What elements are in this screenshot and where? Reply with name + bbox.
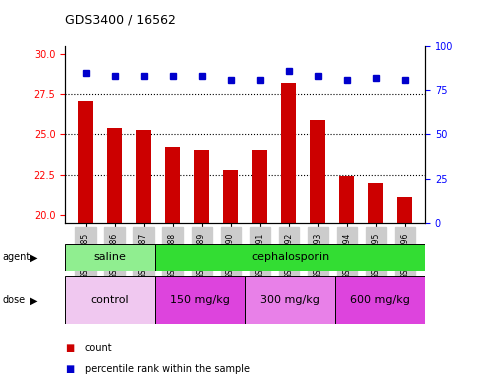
Bar xyxy=(311,120,325,384)
Text: ▶: ▶ xyxy=(30,252,38,262)
Text: ■: ■ xyxy=(65,364,74,374)
Text: agent: agent xyxy=(2,252,30,262)
Bar xyxy=(136,129,151,384)
Bar xyxy=(78,101,93,384)
Bar xyxy=(340,176,354,384)
Bar xyxy=(165,147,180,384)
Text: 150 mg/kg: 150 mg/kg xyxy=(170,295,230,306)
Bar xyxy=(282,83,296,384)
Text: ▶: ▶ xyxy=(30,295,38,306)
Bar xyxy=(245,276,335,324)
Text: saline: saline xyxy=(94,252,127,262)
Text: count: count xyxy=(85,343,112,353)
Text: GDS3400 / 16562: GDS3400 / 16562 xyxy=(65,14,176,27)
Bar xyxy=(107,128,122,384)
Bar xyxy=(223,170,238,384)
Text: dose: dose xyxy=(2,295,26,306)
Text: control: control xyxy=(91,295,129,306)
Bar xyxy=(369,182,383,384)
Text: 600 mg/kg: 600 mg/kg xyxy=(350,295,410,306)
Text: 300 mg/kg: 300 mg/kg xyxy=(260,295,320,306)
Bar xyxy=(335,276,425,324)
Bar xyxy=(65,244,155,271)
Bar xyxy=(65,276,155,324)
Text: percentile rank within the sample: percentile rank within the sample xyxy=(85,364,250,374)
Text: ■: ■ xyxy=(65,343,74,353)
Bar xyxy=(194,151,209,384)
Text: cephalosporin: cephalosporin xyxy=(251,252,329,262)
Bar xyxy=(155,276,245,324)
Bar xyxy=(155,244,425,271)
Bar xyxy=(398,197,412,384)
Bar xyxy=(253,151,267,384)
